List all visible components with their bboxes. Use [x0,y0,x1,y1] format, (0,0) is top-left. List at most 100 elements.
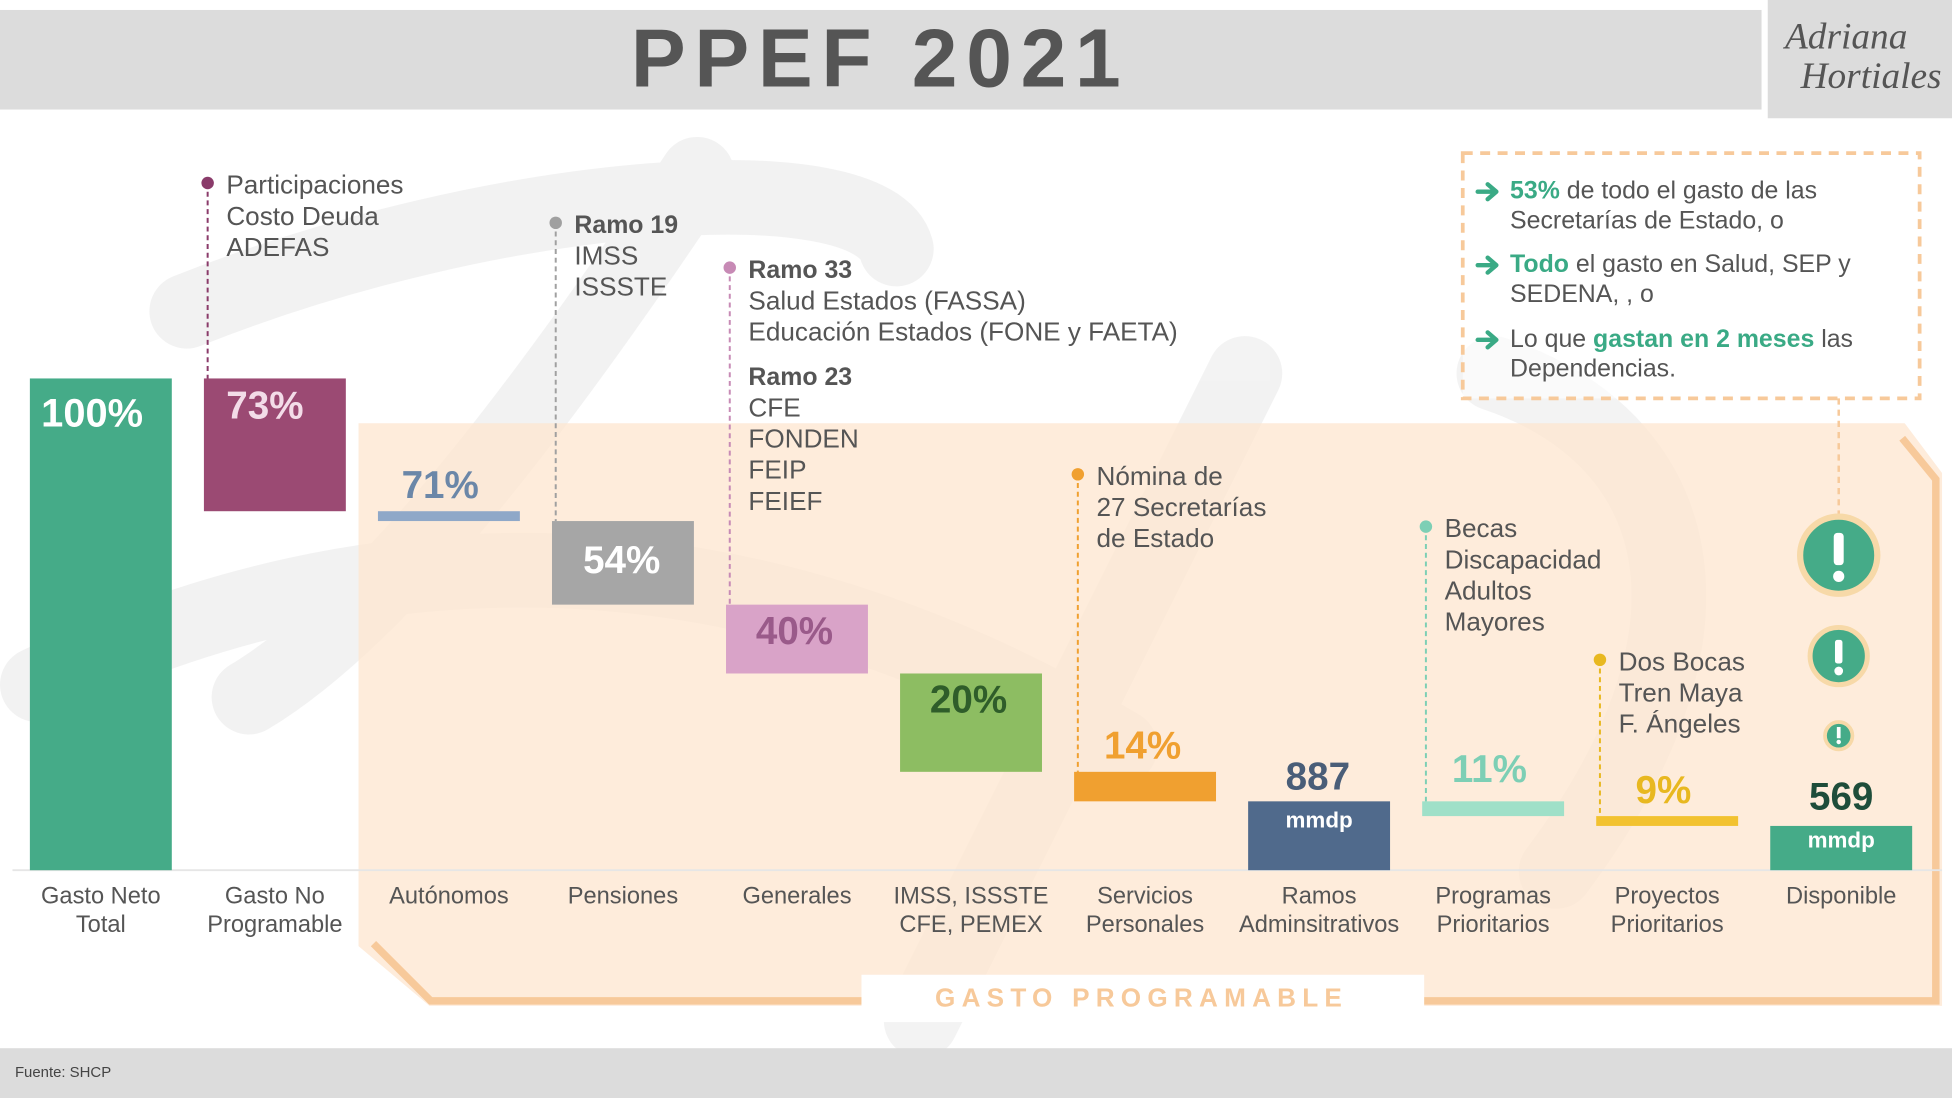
programmable-area [358,423,1943,1006]
info-text: Dependencias. [1510,354,1676,382]
info-text: Secretarías de Estado, o [1510,206,1784,234]
value-label: 14% [1104,724,1181,767]
bar [1248,801,1391,871]
callout-line: FEIP [748,455,806,485]
callout-line: IMSS [574,241,638,271]
value-label: 54% [583,539,660,582]
callout-line: Tren Maya [1619,678,1743,708]
alert-glyph [1833,570,1845,582]
info-line: 53% de todo el gasto de las [1510,176,1817,204]
callout-line: F. Ángeles [1619,709,1741,739]
callout-line: Becas [1445,513,1518,543]
callout-line: ADEFAS [226,232,329,262]
bracket-label-bg [861,974,1425,1023]
alert-glyph [1834,666,1844,676]
callout-dot [723,261,736,274]
alert-icons [1797,513,1881,752]
header-band [0,9,1762,110]
chart-title: PPEF 2021 [631,13,1130,104]
info-text: de todo el gasto de las [1560,176,1817,204]
bar [203,378,346,512]
x-tick-label: Gasto No Programable [207,884,342,939]
x-tick-label: Gasto Neto Total [41,884,161,939]
value-label: 100% [41,391,143,435]
value-label: 569 [1809,775,1873,818]
x-tick-label: Programas Prioritarios [1435,884,1551,939]
info-text: las [1814,324,1853,352]
bullet-arrow [1475,255,1499,275]
info-line: SEDENA, , o [1510,280,1654,308]
alert-glyph [1836,727,1841,739]
callout-line: ISSSTE [574,272,667,302]
x-tick-label: Disponible [1786,884,1896,910]
bar [377,511,520,522]
value-label: 20% [930,678,1007,721]
callout-line: Costo Deuda [226,201,379,231]
info-emphasis: 53% [1510,176,1560,204]
callout-line: de Estado [1097,523,1215,553]
value-label: 9% [1636,769,1692,812]
info-text: Lo que [1510,324,1593,352]
info-text: el gasto en Salud, SEP y [1569,250,1851,278]
bar [551,521,694,605]
callout-dot [549,216,562,230]
alert-glyph [1834,639,1843,664]
bar [1422,801,1565,817]
bar [900,673,1042,772]
callout-line: Nómina de [1097,461,1223,491]
callout-dot [1071,468,1085,481]
brand-line: Hortiales [1800,56,1942,97]
callout-heading: Ramo 23 [748,363,852,391]
footer-band [0,1048,1952,1098]
value-label: 887 [1286,755,1350,798]
source: Fuente: SHCP [15,1064,111,1081]
callout-heading: Ramo 19 [574,211,678,239]
callout-line: Participaciones [226,170,403,200]
value-label: 73% [226,385,303,428]
callout-line: Adultos [1445,575,1532,605]
x-tick-label: Servicios Personales [1086,884,1204,939]
callout-line: Dos Bocas [1619,646,1745,676]
x-tick-label: Generales [742,884,851,910]
info-text: SEDENA, , o [1510,280,1654,308]
value-unit: mmdp [1286,808,1353,833]
alert-glyph [1836,739,1841,745]
callout-dot [1593,653,1607,667]
bar [1074,771,1217,802]
callout-line: Salud Estados (FASSA) [748,285,1025,315]
info-line: Lo que gastan en 2 meses las [1510,324,1853,352]
alert-glyph [1833,532,1844,566]
x-tick-label: Pensiones [568,884,678,910]
brand-line: Adriana [1782,16,1907,57]
callout-line: 27 Secretarías [1097,492,1267,522]
bar [1770,825,1913,871]
info-emphasis: gastan en 2 meses [1593,324,1814,352]
info-line: Todo el gasto en Salud, SEP y [1510,250,1851,278]
programmable-bracket [370,435,1940,1005]
callout-line: CFE [748,392,800,422]
value-label: 11% [1452,748,1527,791]
callout-dot [1419,520,1433,533]
x-tick-label: Autónomos [389,884,509,910]
x-tick-label: Proyectos Prioritarios [1611,884,1724,939]
value-unit: mmdp [1808,827,1875,852]
bar [1596,816,1739,826]
callout-line: Educación Estados (FONE y FAETA) [748,317,1177,347]
bar [29,378,172,871]
info-emphasis: Todo [1510,250,1569,278]
callout-heading: Ramo 33 [748,256,852,284]
callout-line: FONDEN [748,424,858,454]
value-label: 71% [402,464,479,507]
info-line: Secretarías de Estado, o [1510,206,1784,234]
value-label: 40% [756,610,833,653]
x-tick-label: Ramos Adminsitrativos [1239,884,1399,939]
callout-line: Discapacidad [1445,544,1602,574]
info-line: Dependencias. [1510,354,1676,382]
callout-dot [201,176,214,190]
callout-line: Mayores [1445,607,1545,637]
brand-box [1767,0,1952,119]
x-tick-label: IMSS, ISSSTE CFE, PEMEX [894,884,1049,939]
bracket-label: GASTO PROGRAMABLE [935,983,1348,1013]
